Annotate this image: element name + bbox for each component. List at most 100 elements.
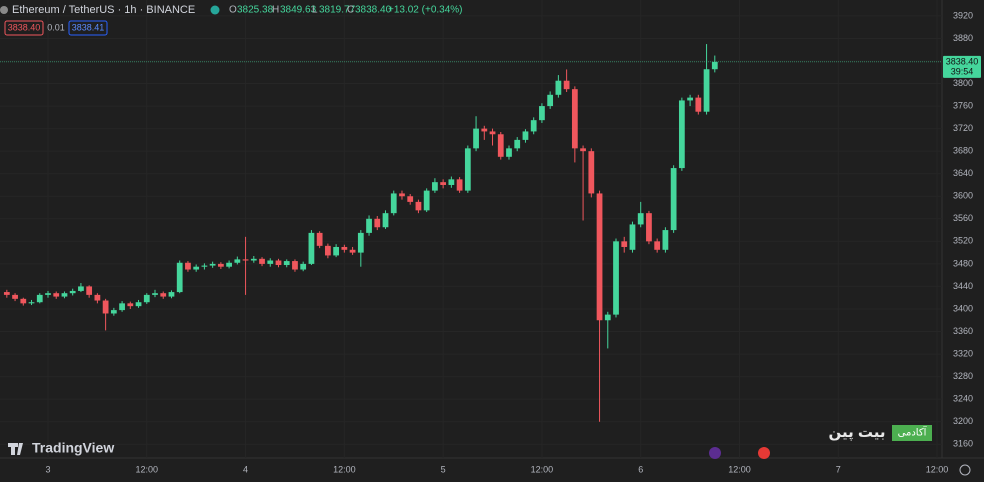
candle-body bbox=[168, 292, 175, 297]
candle-body bbox=[530, 120, 537, 132]
candle-body bbox=[571, 89, 578, 149]
candle-body bbox=[94, 294, 101, 301]
candle-body bbox=[127, 303, 134, 307]
y-tick-label: 3880 bbox=[953, 33, 973, 43]
x-tick-label: 12:00 bbox=[926, 464, 949, 474]
grid bbox=[0, 0, 942, 458]
candle-body bbox=[637, 213, 644, 225]
settings-icon[interactable] bbox=[959, 464, 971, 476]
candle-body bbox=[300, 263, 307, 270]
ask-box[interactable] bbox=[68, 20, 108, 36]
candle-body bbox=[522, 131, 529, 140]
x-tick-label: 4 bbox=[243, 464, 248, 474]
candle-body bbox=[464, 148, 471, 191]
legend-l-label: L bbox=[312, 5, 318, 16]
event-icon[interactable] bbox=[758, 447, 770, 459]
market-status bbox=[210, 5, 220, 15]
candle-body bbox=[3, 292, 10, 295]
candle-body bbox=[711, 61, 718, 70]
candle-body bbox=[382, 213, 389, 228]
bid: 3838.40 bbox=[8, 22, 41, 32]
candle-body bbox=[308, 232, 315, 264]
candle-body bbox=[390, 193, 397, 214]
candle-body bbox=[555, 80, 562, 95]
y-tick-label: 3160 bbox=[953, 439, 973, 449]
candle-body bbox=[621, 241, 628, 247]
candle-body bbox=[226, 262, 232, 267]
brand: بیت پین bbox=[828, 424, 885, 442]
y-tick-label: 3720 bbox=[953, 123, 973, 133]
x-tick-label: 12:00 bbox=[136, 464, 159, 474]
candle-body bbox=[357, 232, 364, 253]
y-tick-label: 3680 bbox=[953, 146, 973, 156]
candle-body bbox=[259, 258, 265, 264]
candle-body bbox=[563, 80, 570, 90]
candle-body bbox=[407, 196, 414, 202]
x-tick-label: 3 bbox=[45, 464, 50, 474]
candle-body bbox=[703, 69, 710, 112]
y-tick-label: 3640 bbox=[953, 168, 973, 178]
candle-body bbox=[646, 213, 652, 242]
candle-body bbox=[506, 148, 512, 157]
symbol-icon bbox=[0, 6, 8, 14]
candle-body bbox=[86, 286, 93, 295]
candle-body bbox=[176, 262, 183, 293]
candle-body bbox=[242, 259, 249, 261]
candle-body bbox=[143, 294, 150, 303]
y-tick-label: 3400 bbox=[953, 303, 973, 313]
candle-body bbox=[53, 293, 60, 297]
candle-body bbox=[110, 310, 117, 314]
y-tick-label: 3280 bbox=[953, 371, 973, 381]
candle-body bbox=[119, 303, 125, 311]
legend-change: +13.02 (+0.34%) bbox=[388, 5, 463, 16]
candle-body bbox=[193, 266, 200, 270]
candle-body bbox=[654, 241, 661, 250]
candle-body bbox=[292, 261, 298, 270]
candle-body bbox=[448, 179, 455, 185]
y-tick-label: 3760 bbox=[953, 100, 973, 110]
candle-body bbox=[580, 148, 586, 152]
x-tick-label: 6 bbox=[638, 464, 643, 474]
brand-tag-box bbox=[892, 425, 932, 441]
candle-body bbox=[45, 293, 51, 295]
legend-c-label: C bbox=[347, 5, 354, 16]
candle-body bbox=[629, 224, 636, 250]
event-icon[interactable] bbox=[709, 447, 721, 459]
candle-body bbox=[399, 193, 405, 197]
candle-body bbox=[415, 201, 422, 211]
x-tick-label: 12:00 bbox=[728, 464, 751, 474]
candle-body bbox=[440, 182, 447, 185]
candle-body bbox=[209, 263, 216, 266]
bid-box[interactable] bbox=[4, 20, 44, 36]
candle-body bbox=[539, 106, 545, 121]
candle-body bbox=[69, 290, 76, 294]
candle-body bbox=[234, 259, 241, 263]
candle-body bbox=[275, 260, 282, 266]
y-tick-label: 3600 bbox=[953, 191, 973, 201]
legend-o: 3825.38 bbox=[237, 5, 274, 16]
legend-h-label: H bbox=[272, 5, 279, 16]
candle-body bbox=[316, 232, 323, 246]
candle-body bbox=[613, 241, 619, 315]
x-tick-label: 5 bbox=[441, 464, 446, 474]
candle-body bbox=[267, 260, 274, 264]
last-price-box bbox=[943, 55, 981, 78]
y-tick-label: 3360 bbox=[953, 326, 973, 336]
candle-body bbox=[473, 128, 479, 149]
candle-body bbox=[456, 179, 463, 191]
symbol: Ethereum / TetherUS · 1h · BINANCE bbox=[12, 4, 195, 16]
y-tick-label: 3320 bbox=[953, 348, 973, 358]
spread: 0.01 bbox=[47, 22, 65, 32]
y-tick-label: 3520 bbox=[953, 236, 973, 246]
candle-body bbox=[374, 218, 381, 228]
candle-body bbox=[489, 131, 496, 135]
candle-body bbox=[678, 100, 685, 169]
candle-body bbox=[497, 134, 504, 157]
candle-body bbox=[695, 97, 702, 112]
candle-body bbox=[687, 97, 693, 101]
y-tick-label: 3920 bbox=[953, 10, 973, 20]
candle-body bbox=[514, 139, 521, 149]
candle-body bbox=[36, 294, 43, 303]
watermark: TradingView bbox=[32, 440, 114, 456]
